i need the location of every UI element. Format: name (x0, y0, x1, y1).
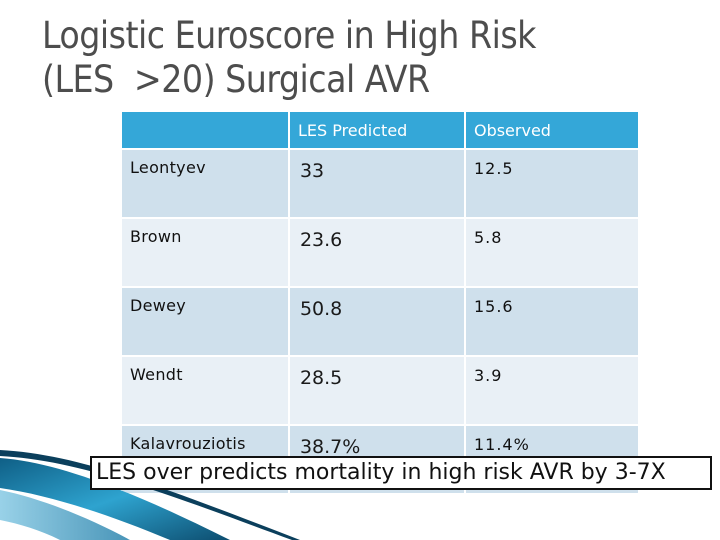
les-predicted-value: 50.8 (289, 288, 466, 357)
les-predicted-value: 23.6 (289, 219, 466, 288)
table-row: Wendt 28.5 3.9 (122, 357, 640, 426)
table-row: Brown 23.6 5.8 (122, 219, 640, 288)
table-header-row: LES Predicted Observed (122, 112, 640, 150)
header-les-predicted: LES Predicted (289, 112, 466, 150)
observed-value: 12.5 (465, 150, 640, 219)
study-name: Brown (122, 219, 290, 288)
header-blank (122, 112, 290, 150)
observed-value: 5.8 (465, 219, 640, 288)
results-table: LES Predicted Observed Leontyev 33 12.5 … (122, 112, 640, 495)
les-predicted-value: 28.5 (289, 357, 466, 426)
les-predicted-value: 33 (289, 150, 466, 219)
observed-value: 3.9 (465, 357, 640, 426)
summary-note: LES over predicts mortality in high risk… (90, 456, 712, 490)
slide-title: Logistic Euroscore in High Risk (LES >20… (42, 14, 702, 102)
slide-title-line-2: (LES >20) Surgical AVR (42, 58, 430, 101)
study-name: Leontyev (122, 150, 290, 219)
table-row: Leontyev 33 12.5 (122, 150, 640, 219)
decorative-swoosh (0, 450, 300, 540)
header-observed: Observed (465, 112, 640, 150)
study-name: Dewey (122, 288, 290, 357)
slide-title-line-1: Logistic Euroscore in High Risk (42, 14, 536, 57)
study-name: Wendt (122, 357, 290, 426)
table-row: Dewey 50.8 15.6 (122, 288, 640, 357)
observed-value: 15.6 (465, 288, 640, 357)
